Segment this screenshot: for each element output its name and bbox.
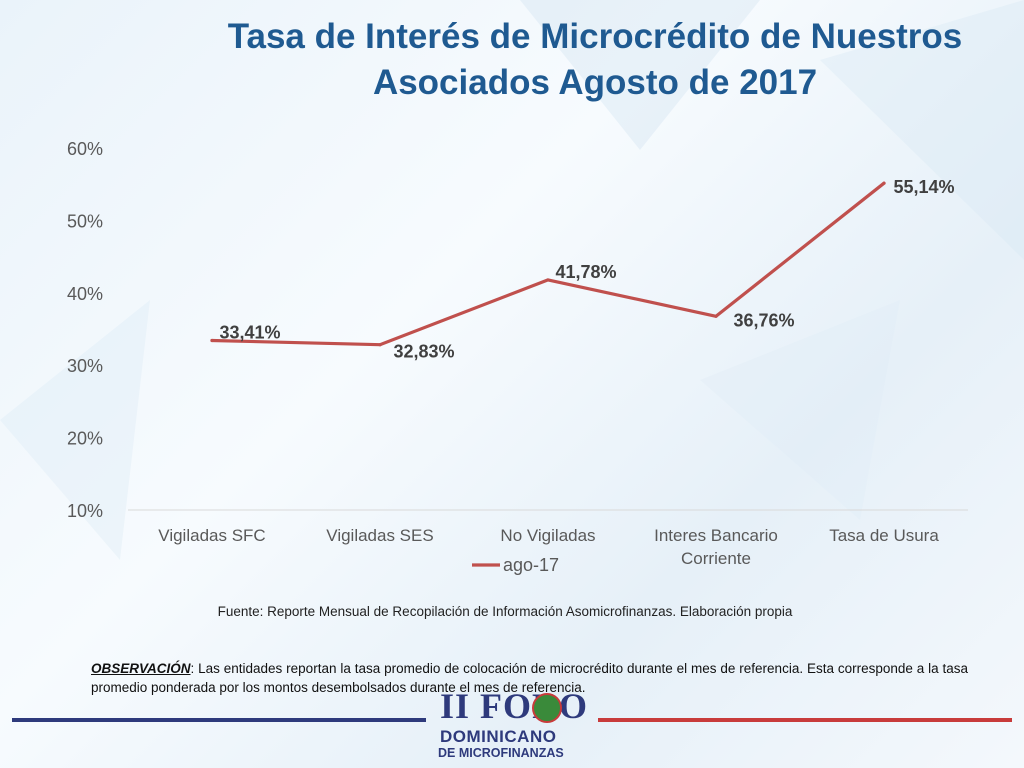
observation-text: : Las entidades reportan la tasa promedi… — [91, 661, 968, 695]
observation-label: OBSERVACIÓN — [91, 661, 191, 676]
y-tick-label: 40% — [67, 284, 103, 304]
slide-title-line-2: Asociados Agosto de 2017 — [372, 63, 818, 102]
y-tick-label: 50% — [67, 211, 103, 231]
data-label: 33,41% — [219, 323, 280, 343]
y-tick-label: 20% — [67, 429, 103, 449]
line-chart: 10% 20% 30% 40% 50% 60% Vigiladas SFC Vigiladas… — [67, 139, 968, 575]
legend-label: ago-17 — [503, 555, 559, 575]
data-point — [714, 314, 718, 318]
x-tick-label: Corriente — [681, 549, 751, 568]
foro-logo: II FORO DOMINICANO DE MICROFINANZAS — [436, 685, 596, 765]
x-tick-label: No Vigiladas — [500, 526, 595, 545]
data-label: 32,83% — [393, 342, 454, 362]
slide-title-line-1: Tasa de Interés de Microcrédito de Nuest… — [227, 17, 963, 56]
y-tick-label: 30% — [67, 356, 103, 376]
data-point — [546, 278, 550, 282]
data-point — [378, 343, 382, 347]
data-point — [882, 181, 886, 185]
data-label: 41,78% — [555, 262, 616, 282]
logo-subtitle-2: DE MICROFINANZAS — [438, 746, 564, 760]
x-tick-label: Tasa de Usura — [829, 526, 939, 545]
data-label: 55,14% — [893, 177, 954, 197]
data-label: 36,76% — [733, 310, 794, 330]
data-point — [210, 338, 214, 343]
y-tick-label: 10% — [67, 501, 103, 521]
y-tick-label: 60% — [67, 139, 103, 159]
slide-title: Tasa de Interés de Microcrédito de Nuest… — [150, 14, 1024, 106]
observation-note: OBSERVACIÓN: Las entidades reportan la t… — [91, 659, 968, 697]
x-tick-label: Vigiladas SES — [326, 526, 433, 545]
source-note: Fuente: Reporte Mensual de Recopilación … — [217, 604, 793, 619]
footer-bar-right — [598, 718, 1012, 722]
logo-globe-icon — [532, 693, 562, 723]
logo-subtitle: DOMINICANO — [440, 727, 557, 746]
x-tick-label: Vigiladas SFC — [158, 526, 265, 545]
logo-title: II FORO — [440, 686, 589, 726]
footer-bar-left — [12, 718, 426, 722]
x-tick-label: Interes Bancario — [654, 526, 778, 545]
